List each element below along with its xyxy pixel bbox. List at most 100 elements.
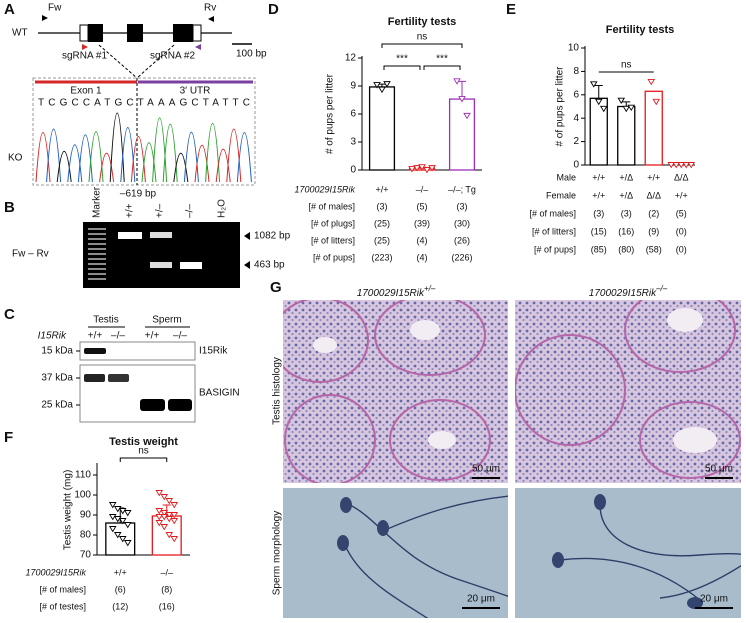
row-label: [# of pups] [534,244,576,254]
genotype-label: –/– [173,331,187,342]
row-value: (8) [161,584,172,594]
data-point [118,508,127,515]
chromatogram-peak [215,148,231,183]
marker-label: 15 kDa [41,346,73,357]
data-point [672,162,681,169]
y-tick-label: 3 [350,137,356,148]
y-tick-label: 90 [80,510,92,521]
x-tick-label: +/+ [647,172,660,182]
row-label: [# of plugs] [311,218,355,228]
row-value: (16) [618,226,634,236]
y-tick-label: 100 [74,490,91,501]
data-point [408,166,416,173]
chromatogram [35,112,252,183]
row-value: (12) [112,601,128,611]
x-tick-label: +/+ [375,184,388,194]
data-point [123,510,132,517]
y-tick-label: 0 [573,160,579,171]
data-point [170,518,179,525]
genotype-label: –/– [111,331,125,342]
y-tick-label: 4 [573,113,579,124]
data-point [170,512,179,519]
data-point [599,105,608,113]
data-point [113,532,122,539]
bar [368,86,396,171]
gene-label: I15Rik [38,331,67,342]
panel-label: C [4,306,15,323]
bar [644,90,663,166]
genotype: +/– [424,284,436,293]
data-point [165,512,174,519]
chromatogram-peak [162,123,178,183]
data-point [378,86,386,94]
row-value: +/Δ [619,190,633,200]
row-value: (6) [115,584,126,594]
chromatogram-peak [67,144,83,183]
x-tick-label: +/+ [592,172,605,182]
significance-label: ns [417,32,428,43]
category-label: 1700029I15Rik [25,567,86,577]
band-size: 463 bp [254,260,285,271]
significance-bracket [119,457,168,462]
scale-label: 20 μm [467,594,495,605]
row-value: (9) [648,226,659,236]
data-point [123,522,132,529]
significance-bracket [423,65,461,70]
y-tick-label: 10 [568,43,580,54]
bar [448,98,476,171]
primer-label: Fw – Rv [12,249,49,260]
row-value: (3) [377,201,388,211]
bar [617,105,636,166]
data-point [652,98,661,106]
row-value: (25) [374,235,390,245]
x-tick-label: Δ/Δ [674,172,689,182]
data-point [589,81,598,88]
error-bar [594,84,603,99]
significance-label: *** [396,54,408,65]
x-tick-label: +/+ [114,567,127,577]
data-point [594,98,603,106]
chromatogram-peak [130,135,146,183]
data-point [677,162,686,169]
data-point [155,520,164,527]
data-point [458,96,466,103]
sequence: TCGCCATGCTAAAGCTATTC [38,98,250,109]
data-point [118,536,127,543]
row-value: (80) [618,244,634,254]
row-label: [# of litters] [532,226,576,236]
row-value: (223) [371,252,392,262]
chromatogram-peak [99,152,115,183]
data-point [687,162,696,169]
genotype-label: KO [8,153,23,164]
data-point [165,498,174,505]
data-point [165,532,174,539]
data-point [108,514,117,521]
panel-label: G [270,279,282,296]
category-label: 1700029I15Rik [294,184,355,194]
x-tick-label: –/–; Tg [448,184,476,194]
marker-label: 25 kDa [41,400,73,411]
genotype-label: +/+ [88,331,103,342]
x-tick-label: –/– [160,567,173,577]
panel-label: E [506,1,516,18]
protein-label: BASIGIN [199,388,240,399]
chromatogram-peak [173,152,189,183]
data-point [113,516,122,523]
deletion-label: –619 bp [120,189,157,200]
data-point [463,112,471,120]
data-point [423,167,431,174]
data-point [170,536,179,543]
column-heading: 1700029I15Rik–/– [589,284,668,299]
row-label: Testis histology [272,357,283,425]
row-value: (85) [591,244,607,254]
chromatogram-peak [236,132,252,183]
y-tick-label: 2 [573,136,579,147]
genotype: –/– [655,284,668,293]
lane-label: –/– [185,204,196,218]
data-point [155,490,164,497]
scale-label: 50 μm [705,464,733,475]
region-label: 3′ UTR [180,86,211,97]
chromatogram-peak [77,134,93,183]
row-value: (30) [454,218,470,228]
row-value: (3) [621,208,632,218]
